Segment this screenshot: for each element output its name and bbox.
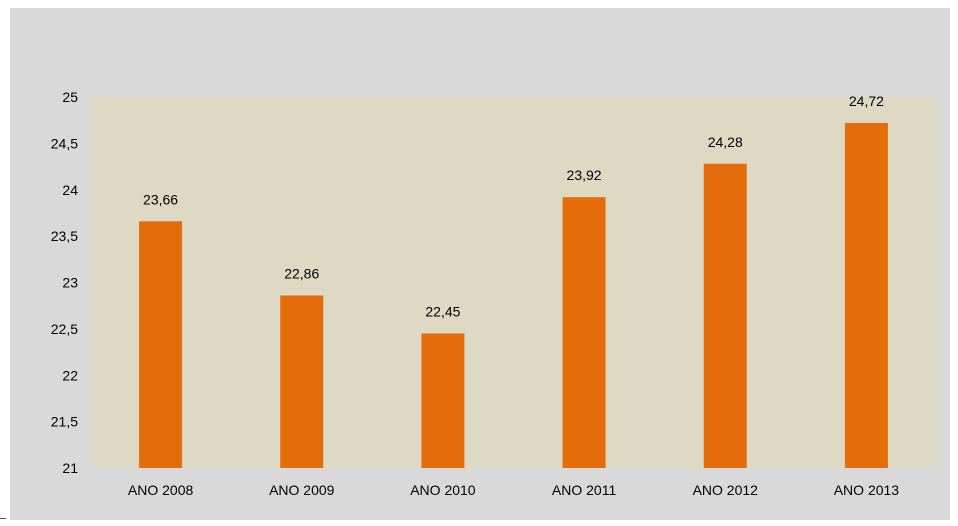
- y-tick-label: 25: [62, 89, 78, 105]
- bar-series: [139, 122, 888, 469]
- y-tick-label: 24: [62, 182, 78, 198]
- corner-mark: [0, 518, 6, 519]
- x-axis: ANO 2008 ANO 2009 ANO 2010 ANO 2011 ANO 2012…: [128, 482, 899, 498]
- chart-area: 21 21,5 22 22,5 23 23,5 24 24,5 25 23,66 22,86 22,…: [10, 8, 950, 520]
- x-tick-label: ANO 2012: [693, 482, 759, 498]
- data-label: 22,86: [284, 265, 319, 281]
- data-label: 22,45: [425, 304, 460, 320]
- data-labels: 23,66 22,86 22,45 23,92 24,28 24,72: [143, 93, 884, 320]
- bar: [562, 197, 606, 469]
- x-tick-label: ANO 2009: [269, 482, 335, 498]
- bar: [703, 163, 747, 468]
- y-tick-label: 23: [62, 275, 78, 291]
- x-tick-label: ANO 2010: [410, 482, 476, 498]
- bar: [280, 295, 324, 468]
- plot-area: [90, 97, 937, 468]
- y-tick-label: 23,5: [51, 228, 78, 244]
- y-tick-label: 24,5: [51, 135, 78, 151]
- data-label: 24,28: [708, 134, 743, 150]
- bar: [844, 122, 888, 468]
- y-tick-label: 22: [62, 367, 78, 383]
- y-tick-label: 21,5: [51, 414, 78, 430]
- data-label: 23,92: [567, 167, 602, 183]
- data-label: 23,66: [143, 191, 178, 207]
- bar: [139, 221, 183, 468]
- bar-chart: 21 21,5 22 22,5 23 23,5 24 24,5 25 23,66 22,86 22,…: [51, 89, 937, 498]
- bar: [421, 333, 465, 468]
- x-tick-label: ANO 2013: [834, 482, 900, 498]
- y-tick-label: 21: [62, 460, 78, 476]
- x-tick-label: ANO 2008: [128, 482, 194, 498]
- y-tick-label: 22,5: [51, 321, 78, 337]
- x-tick-label: ANO 2011: [552, 482, 617, 498]
- data-label: 24,72: [849, 93, 884, 109]
- y-axis: 21 21,5 22 22,5 23 23,5 24 24,5 25: [51, 89, 78, 476]
